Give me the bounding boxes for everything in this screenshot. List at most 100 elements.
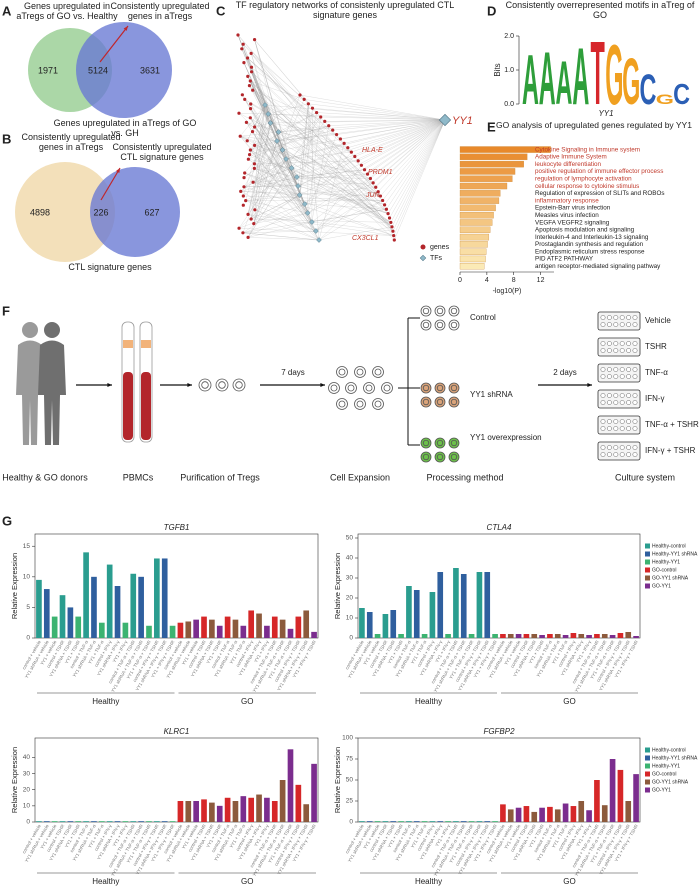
motif-letter: A [539,35,556,120]
bar [169,625,176,638]
gene-node [323,119,327,123]
legend-label: genes [430,244,450,251]
edge [248,214,394,236]
control-cell [434,305,446,317]
gene-node [253,143,257,147]
step-label: Cell Expansion [330,472,390,482]
category-label: Epstein-Barr virus infection [535,205,611,212]
shrna-cell [448,396,460,408]
bar [303,804,310,822]
plate-well [626,445,632,450]
edge [240,191,300,196]
bar [586,810,592,822]
bar [256,794,262,822]
plate-well [632,348,638,353]
edge [307,182,374,214]
gene-node [253,125,257,129]
edge [268,113,446,121]
plate-well [613,393,619,398]
edge [250,149,391,223]
gene-node [365,172,370,176]
gene-node [246,157,250,161]
legend-swatch [645,755,650,761]
gene-node [371,181,375,185]
gene-node [242,61,246,65]
plate-well [626,348,632,353]
y-tick-label: 100 [342,735,353,742]
gene-node [252,162,257,166]
y-tick-label: 25 [346,798,354,805]
plot-frame [34,533,319,639]
bar [625,632,632,638]
edge [247,76,394,236]
gene-node [242,176,246,180]
plate-well [613,322,619,327]
category-label: leukocyte differentiation [535,161,602,168]
bar [359,608,365,638]
gene-node [245,56,250,60]
bar [609,635,616,638]
shrna-cell [434,382,446,394]
edge [250,103,317,232]
gene-node [349,150,353,154]
motif-letter: G [605,29,623,123]
edge [240,191,381,197]
condition-label: Vehicle [645,316,671,325]
edge [250,80,266,106]
gene-node [244,120,249,124]
bar [459,146,551,153]
gene-node [246,235,250,239]
shrna-cell-core [422,398,430,406]
x-tick-label: 4 [485,277,489,284]
category-label: Prostaglandin synthesis and regulation [535,241,644,248]
control-cell-core [450,321,458,329]
arrow-head [107,383,112,387]
edge [307,119,446,214]
edge [278,112,317,133]
gene-node [249,70,254,74]
shrna-cell [448,382,460,394]
gene-node [243,97,247,101]
annotation-box: Consistently upregulated genes in aTregs [110,2,209,21]
plate-well [632,419,638,424]
edge [240,136,316,232]
shrna-cell-core [436,398,444,406]
edge [278,119,446,133]
bar [460,574,467,638]
edge [250,117,287,160]
edge [250,140,278,220]
edge [392,119,446,232]
shrna-cell-core [450,398,458,406]
step-label: PBMCs [123,472,154,482]
gene-node [384,207,389,211]
plate-well [632,445,638,450]
bar [459,248,487,255]
gene-label: PRDM1 [368,169,393,176]
legend-label: GO-YY1 shRNA [652,779,689,785]
plate-well [619,445,625,450]
edge [393,119,446,236]
y-tick-label: 5 [26,604,30,611]
culture-plate [597,311,641,331]
plate-well [600,322,606,327]
edge [254,145,371,179]
plate-well [600,393,606,398]
edge [248,203,305,238]
edge [248,221,312,238]
bar [429,821,436,822]
bar [459,211,494,219]
edge [351,119,446,153]
plate-well [606,419,612,424]
bar [91,576,97,638]
edge [307,103,309,214]
edge [336,119,446,135]
shrna-cell-core [450,384,458,392]
gene-node [378,194,383,198]
panel-letter: G [2,513,12,528]
bar [366,612,373,638]
bar [169,821,176,822]
expanded-cell [336,398,348,410]
tf-node [295,183,301,189]
panel-letter: C [216,3,226,18]
chart-title-box: GO analysis of upregulated genes regulat… [496,121,692,130]
